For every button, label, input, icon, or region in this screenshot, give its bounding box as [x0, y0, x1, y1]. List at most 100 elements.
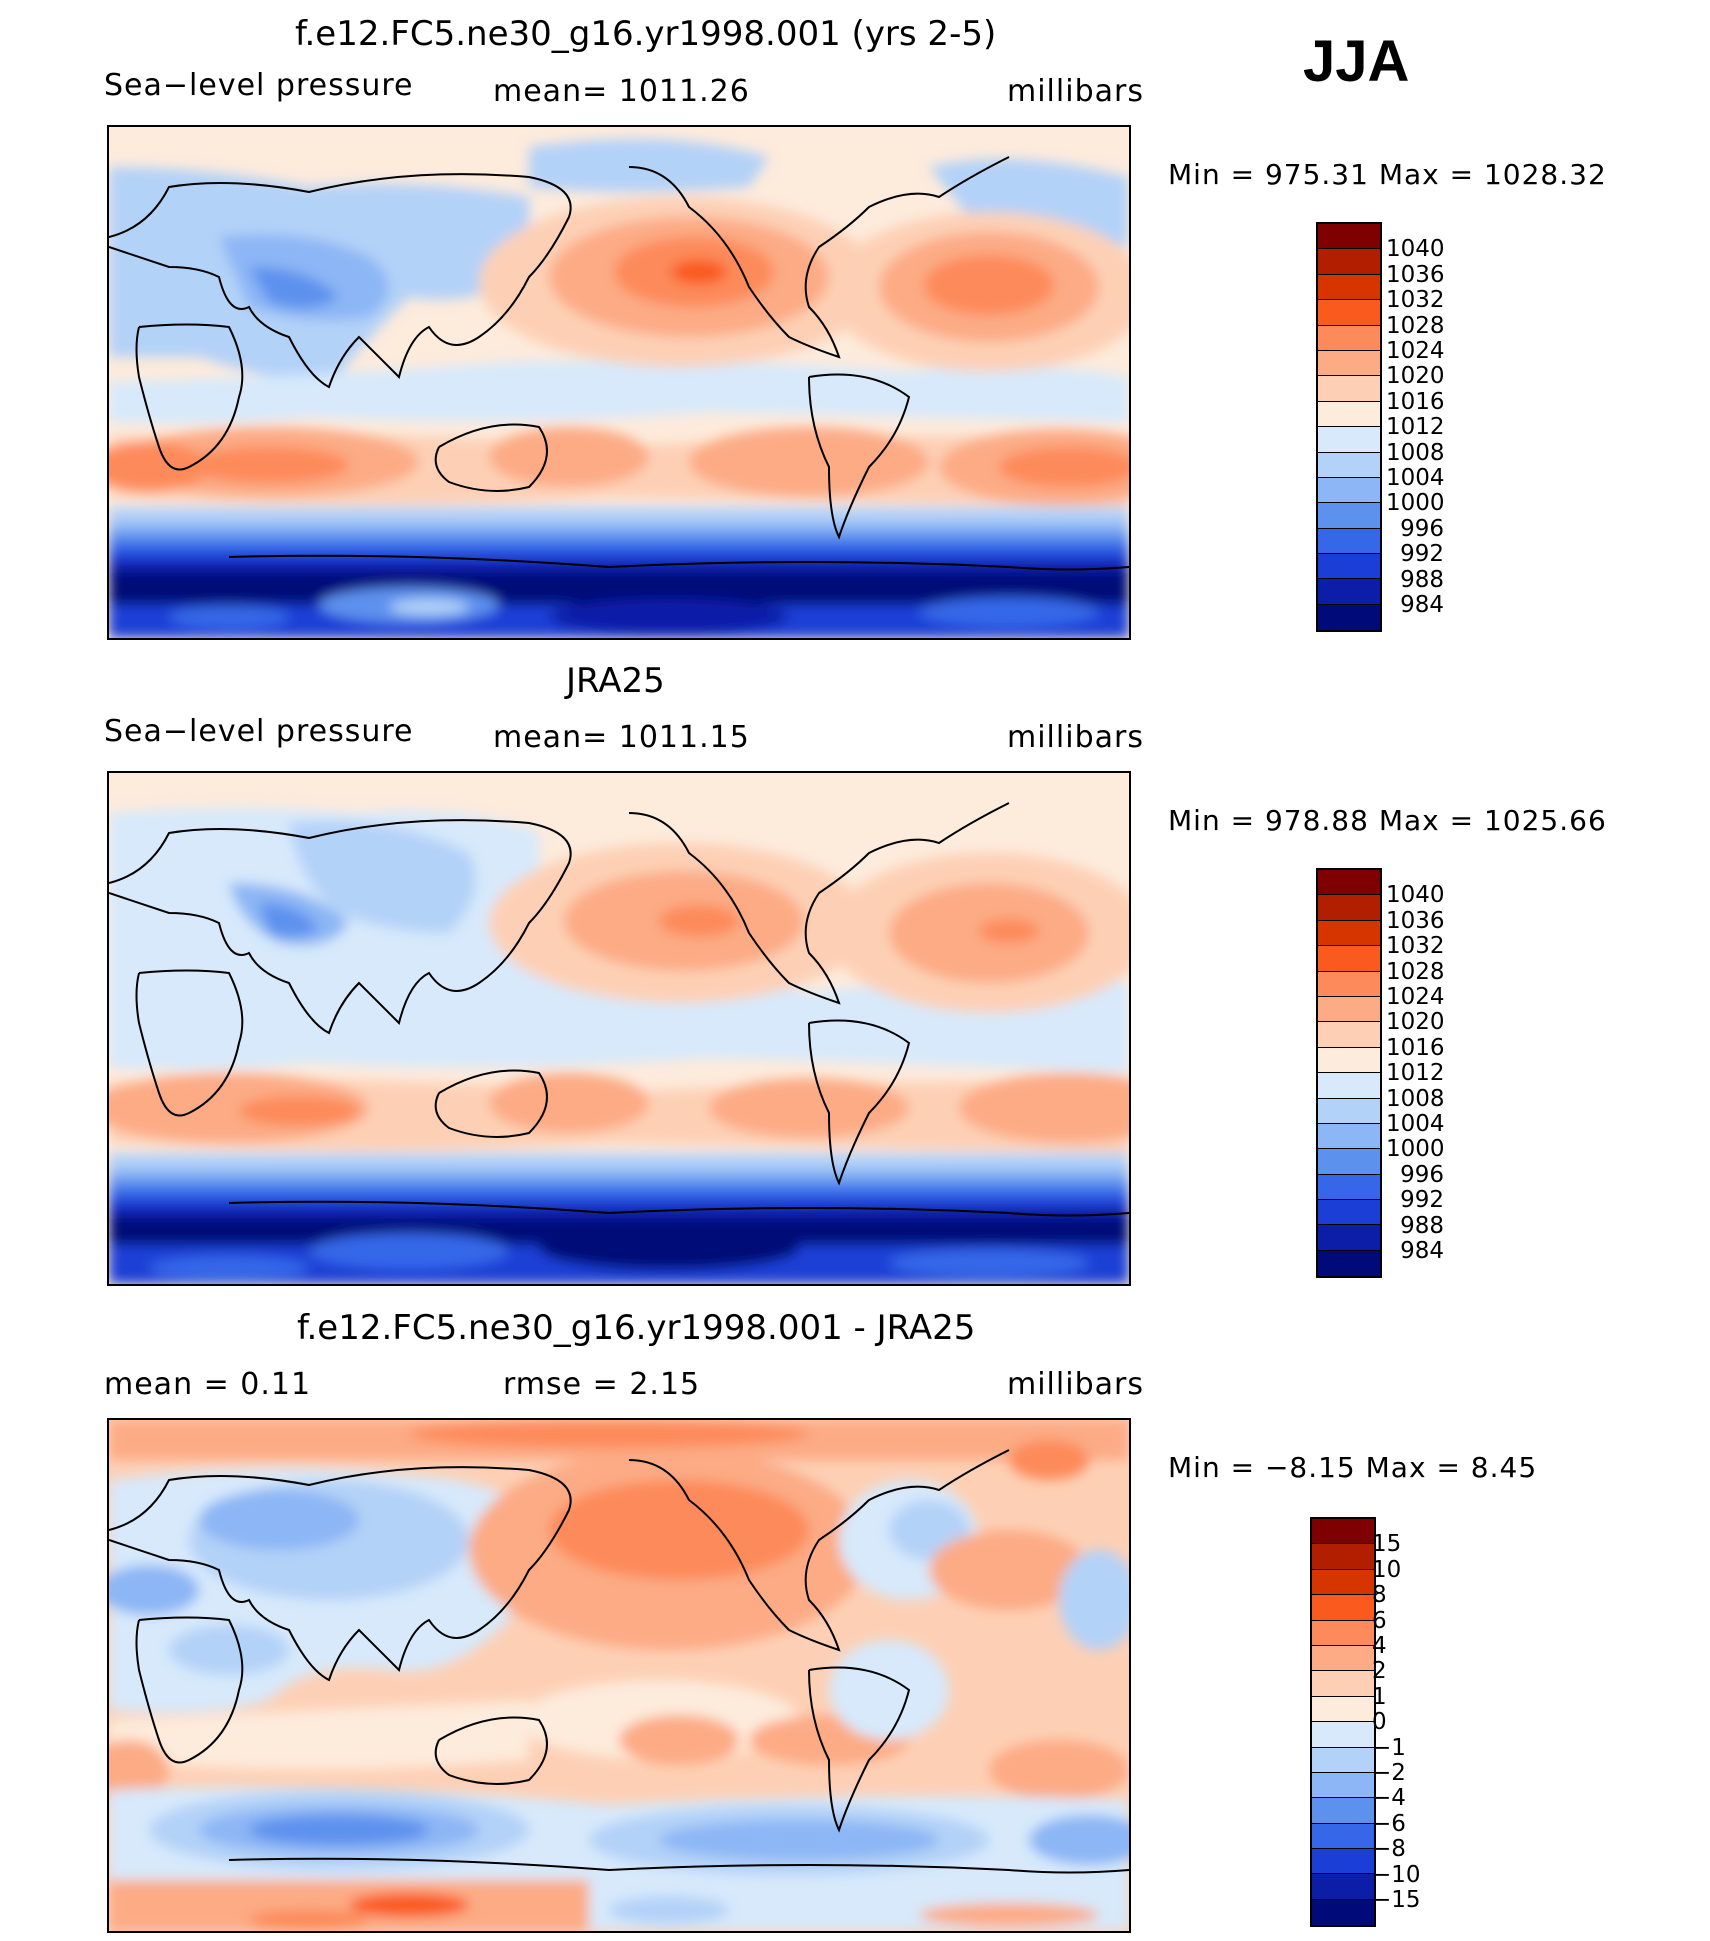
colorbar-swatch [1318, 920, 1380, 947]
colorbar-tick-label: 1032 [1386, 933, 1445, 960]
map-obs [107, 771, 1131, 1286]
colorbar-tick-label: 1004 [1386, 1111, 1445, 1137]
colorbar-swatch [1312, 1798, 1374, 1824]
panel-mean-label: mean= 1011.15 [493, 720, 750, 755]
colorbar-swatch [1312, 1519, 1374, 1545]
colorbar-swatch [1318, 1149, 1380, 1175]
panel-mean-label: mean = 0.11 [104, 1367, 312, 1402]
colorbar-tick-label: 1024 [1386, 984, 1445, 1010]
colorbar-tick-label: −8 [1372, 1836, 1406, 1863]
colorbar-tick-label: 4 [1372, 1633, 1387, 1659]
colorbar-tick-label: 1016 [1386, 1034, 1445, 1061]
colorbar-tick-label: 1008 [1386, 439, 1445, 466]
colorbar-swatch [1312, 1899, 1374, 1926]
colorbar-swatch [1312, 1645, 1374, 1672]
panel-mean-label: mean= 1011.26 [493, 74, 750, 109]
panel-left-label: Sea−level pressure [104, 68, 414, 103]
colorbar-tick-label: 1004 [1386, 465, 1445, 491]
panel-left-label: Sea−level pressure [104, 714, 414, 749]
season-label: JJA [1303, 29, 1410, 94]
colorbar-tick-label: 984 [1400, 1238, 1444, 1264]
map-model [107, 125, 1131, 640]
colorbar-swatch [1318, 1200, 1380, 1226]
colorbar-swatch [1318, 554, 1380, 580]
colorbar-swatch [1312, 1722, 1374, 1748]
colorbar-swatch [1318, 528, 1380, 555]
colorbar-tick-label: 1036 [1386, 261, 1445, 288]
panel-title: JRA25 [566, 661, 665, 701]
colorbar-swatch [1318, 946, 1380, 972]
colorbar-tick-label: 1028 [1386, 312, 1445, 339]
colorbar-tick-label: −1 [1372, 1734, 1406, 1761]
colorbar-swatch [1318, 401, 1380, 428]
colorbar-tick-label: 996 [1400, 1161, 1444, 1188]
colorbar-tick-label: 1008 [1386, 1085, 1445, 1112]
colorbar-swatch [1312, 1671, 1374, 1697]
colorbar-tick-label: 1032 [1386, 287, 1445, 314]
colorbar-tick-label: −15 [1372, 1887, 1421, 1913]
colorbar-tick-label: 1040 [1386, 236, 1445, 263]
colorbar-tick-label: 1012 [1386, 1060, 1445, 1087]
colorbar-tick-label: 15 [1372, 1531, 1402, 1558]
colorbar-swatch [1312, 1620, 1374, 1646]
colorbar-swatch [1318, 300, 1380, 326]
coastlines [109, 1449, 1129, 1874]
colorbar-tick-label: 1020 [1386, 363, 1445, 390]
colorbar-swatch [1318, 1022, 1380, 1048]
colorbar-tick-label: 984 [1400, 592, 1444, 618]
colorbar-swatch [1318, 427, 1380, 453]
colorbar-tick-label: 1000 [1386, 1136, 1445, 1163]
panel-minmax: Min = 975.31 Max = 1028.32 [1168, 158, 1607, 191]
colorbar-tick-label: 988 [1400, 566, 1444, 593]
colorbar-swatch [1312, 1849, 1374, 1875]
panel-units-label: millibars [1007, 74, 1144, 109]
panel-minmax: Min = 978.88 Max = 1025.66 [1168, 804, 1607, 837]
colorbar-swatch [1318, 350, 1380, 377]
colorbar-swatch [1318, 224, 1380, 250]
colorbar-swatch [1318, 1250, 1380, 1277]
panel-minmax: Min = −8.15 Max = 8.45 [1168, 1451, 1538, 1484]
map-diff [107, 1418, 1131, 1933]
colorbar-tick-label: 10 [1372, 1556, 1402, 1583]
colorbar-tick-label: −10 [1372, 1861, 1421, 1888]
colorbar-tick-label: 1016 [1386, 388, 1445, 415]
colorbar-tick-label: −6 [1372, 1810, 1406, 1837]
slp-map-obs [109, 773, 1129, 1284]
colorbar-swatch [1318, 274, 1380, 301]
coastlines [109, 156, 1129, 571]
colorbar-swatch [1312, 1696, 1374, 1723]
colorbar-tick-label: 1020 [1386, 1009, 1445, 1036]
panel-units-label: millibars [1007, 1367, 1144, 1402]
colorbar-tick-label: 992 [1400, 541, 1444, 568]
colorbar-swatch [1318, 870, 1380, 896]
colorbar-tick-label: 1000 [1386, 490, 1445, 517]
colorbar-tick-label: 1036 [1386, 907, 1445, 934]
colorbar-tick-label: 0 [1372, 1709, 1387, 1736]
colorbar-swatch [1312, 1874, 1374, 1900]
colorbar-swatch [1318, 376, 1380, 402]
panel-title: f.e12.FC5.ne30_g16.yr1998.001 (yrs 2-5) [295, 14, 997, 54]
colorbar-swatch [1312, 1569, 1374, 1596]
colorbar-swatch [1318, 249, 1380, 275]
colorbar-swatch [1318, 579, 1380, 605]
colorbar-swatch [1318, 1047, 1380, 1074]
colorbar-tick-label: 996 [1400, 515, 1444, 542]
coastlines [109, 802, 1129, 1217]
colorbar-swatch [1318, 971, 1380, 997]
colorbar-swatch [1318, 604, 1380, 631]
colorbar-tick-label: 6 [1372, 1607, 1387, 1634]
colorbar-swatch [1318, 1225, 1380, 1251]
colorbar-model [1316, 222, 1382, 633]
colorbar-tick-label: 8 [1372, 1582, 1387, 1609]
colorbar-swatch [1318, 895, 1380, 921]
colorbar-tick-label: 1 [1372, 1683, 1387, 1710]
colorbar-tick-label: 1028 [1386, 958, 1445, 985]
slp-map-model [109, 127, 1129, 638]
colorbar-tick-label: 992 [1400, 1187, 1444, 1214]
colorbar-swatch [1312, 1595, 1374, 1621]
colorbar-swatch [1312, 1772, 1374, 1799]
colorbar-tick-label: 1012 [1386, 414, 1445, 441]
colorbar-swatch [1318, 477, 1380, 504]
colorbar-swatch [1318, 996, 1380, 1023]
colorbar-swatch [1312, 1747, 1374, 1773]
